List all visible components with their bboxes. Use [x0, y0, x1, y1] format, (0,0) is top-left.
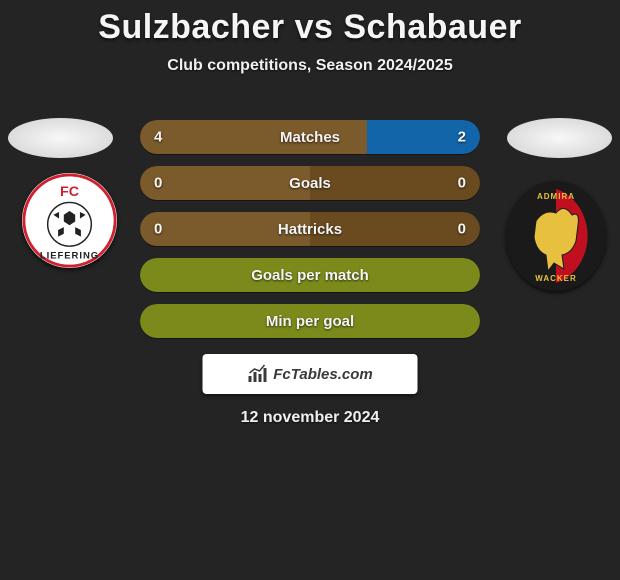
attribution-box: FcTables.com	[203, 354, 418, 394]
team-badge-left: FC LIEFERING	[22, 173, 117, 268]
stat-row: Min per goal	[140, 304, 480, 338]
stat-row: Goals per match	[140, 258, 480, 292]
page-title: Sulzbacher vs Schabauer	[0, 8, 620, 47]
stat-label: Min per goal	[266, 313, 354, 330]
ellipse-decoration-left	[8, 118, 113, 158]
stat-label: Matches	[280, 129, 340, 146]
stat-value-left: 4	[154, 129, 162, 146]
ellipse-decoration-right	[507, 118, 612, 158]
stat-bar-right	[310, 166, 480, 200]
team-badge-right: ADMIRA WACKER	[506, 181, 606, 291]
stats-container: 4 2 Matches 0 0 Goals 0 0 Hattricks Goals per mat…	[140, 120, 480, 350]
stat-row: 4 2 Matches	[140, 120, 480, 154]
liefering-logo-icon: FC LIEFERING	[22, 173, 117, 268]
stat-row: 0 0 Hattricks	[140, 212, 480, 246]
stat-value-right: 2	[458, 129, 466, 146]
stat-value-left: 0	[154, 175, 162, 192]
stat-bar-left	[140, 166, 310, 200]
attribution-text: FcTables.com	[273, 366, 372, 383]
subtitle: Club competitions, Season 2024/2025	[0, 57, 620, 75]
badge-right-top-text: ADMIRA	[537, 192, 575, 201]
stat-value-right: 0	[458, 221, 466, 238]
stat-value-left: 0	[154, 221, 162, 238]
admira-logo-icon: ADMIRA WACKER	[506, 181, 606, 291]
stat-row: 0 0 Goals	[140, 166, 480, 200]
badge-left-top-text: FC	[60, 184, 79, 200]
chart-icon	[247, 364, 267, 384]
stat-label: Goals	[289, 175, 331, 192]
badge-left-bottom-text: LIEFERING	[40, 251, 99, 262]
stat-label: Goals per match	[251, 267, 369, 284]
stat-label: Hattricks	[278, 221, 342, 238]
stat-value-right: 0	[458, 175, 466, 192]
header: Sulzbacher vs Schabauer Club competition…	[0, 0, 620, 75]
date-text: 12 november 2024	[0, 409, 620, 427]
badge-right-bottom-text: WACKER	[535, 274, 577, 283]
